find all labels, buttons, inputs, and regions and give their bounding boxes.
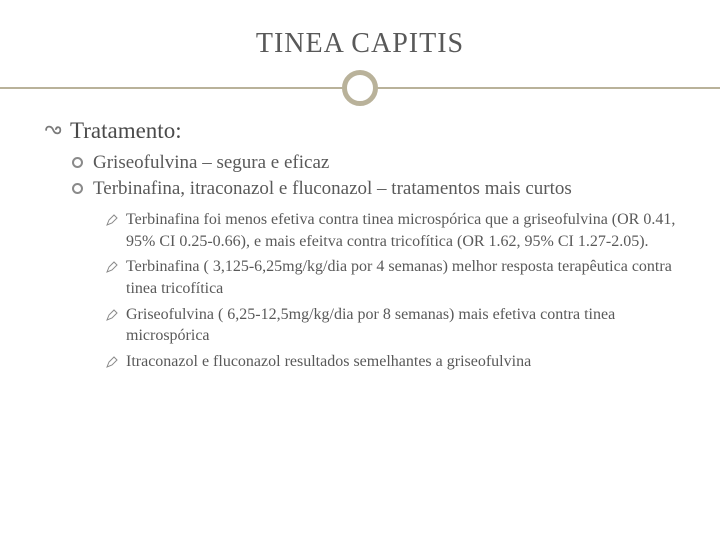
list-item-text: Terbinafina ( 3,125-6,25mg/kg/dia por 4 …	[126, 256, 676, 299]
circle-bullet-icon	[72, 183, 83, 194]
title-divider	[44, 68, 676, 108]
list-item: Terbinafina, itraconazol e fluconazol – …	[72, 176, 676, 202]
list-item-text: Itraconazol e fluconazol resultados seme…	[126, 351, 676, 373]
pencil-bullet-icon	[106, 258, 120, 280]
section-heading-text: Tratamento:	[70, 118, 182, 144]
bullet-list-level2: Terbinafina foi menos efetiva contra tin…	[106, 209, 676, 374]
pencil-bullet-icon	[106, 306, 120, 328]
list-item: Griseofulvina – segura e eficaz	[72, 150, 676, 176]
list-item: Terbinafina foi menos efetiva contra tin…	[106, 209, 676, 252]
list-item-text: Griseofulvina ( 6,25-12,5mg/kg/dia por 8…	[126, 304, 676, 347]
list-item-text: Griseofulvina – segura e eficaz	[93, 150, 676, 176]
loop-bullet-icon	[44, 118, 66, 144]
divider-circle-icon	[342, 70, 378, 106]
slide-title: TINEA CAPITIS	[44, 28, 676, 60]
section-heading: Tratamento:	[44, 118, 676, 144]
bullet-list-level1: Griseofulvina – segura e eficaz Terbinaf…	[72, 150, 676, 201]
pencil-bullet-icon	[106, 211, 120, 233]
pencil-bullet-icon	[106, 353, 120, 375]
slide: TINEA CAPITIS Tratamento: Griseofulvina …	[0, 0, 720, 540]
list-item: Itraconazol e fluconazol resultados seme…	[106, 351, 676, 375]
list-item-text: Terbinafina, itraconazol e fluconazol – …	[93, 176, 676, 202]
circle-bullet-icon	[72, 157, 83, 168]
list-item: Griseofulvina ( 6,25-12,5mg/kg/dia por 8…	[106, 304, 676, 347]
list-item: Terbinafina ( 3,125-6,25mg/kg/dia por 4 …	[106, 256, 676, 299]
list-item-text: Terbinafina foi menos efetiva contra tin…	[126, 209, 676, 252]
